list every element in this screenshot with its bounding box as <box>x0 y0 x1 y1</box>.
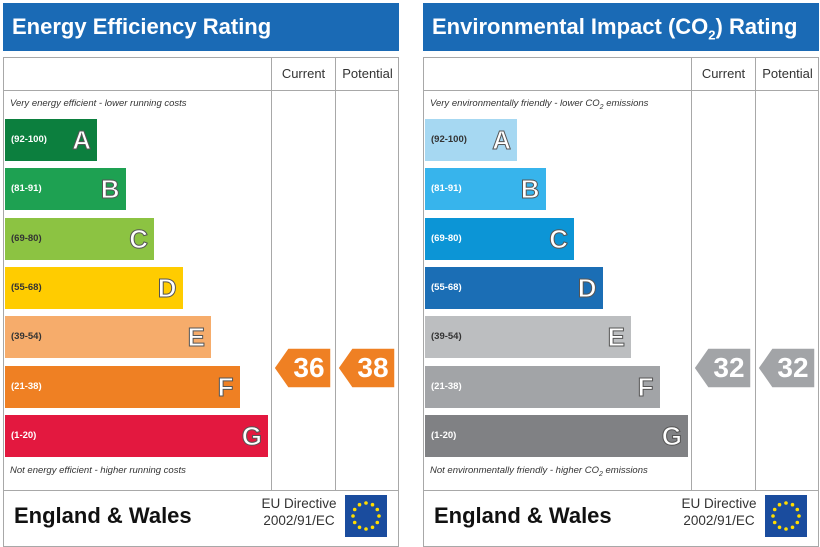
country-label: England & Wales <box>14 503 192 528</box>
band-e: (39-54) E <box>5 316 211 359</box>
band-f: (21-38) F <box>425 365 660 408</box>
footer-divider <box>4 490 398 491</box>
band-range-label: (21-38) <box>431 380 462 392</box>
arrow-shape <box>338 346 396 389</box>
panel-title: Environmental Impact (CO2) Rating <box>423 3 819 51</box>
band-c: (69-80) C <box>5 217 154 260</box>
band-range-label: (92-100) <box>431 134 467 145</box>
column-divider <box>271 58 272 490</box>
bottom-note: Not environmentally friendly - higher CO… <box>430 465 648 478</box>
band-f: (21-38) F <box>5 365 240 408</box>
panel-title: Energy Efficiency Rating <box>3 3 399 51</box>
arrow-shape <box>758 346 816 389</box>
rating-table: Current Potential Very energy efficient … <box>3 57 399 547</box>
band-letter: E <box>187 322 205 353</box>
environmental-impact-panel: Environmental Impact (CO2) Rating Curren… <box>423 0 819 547</box>
band-e: (39-54) E <box>425 316 631 359</box>
band-range-label: (69-80) <box>11 232 42 244</box>
potential-rating-arrow: 32 <box>758 346 816 389</box>
arrow-shape <box>694 346 752 389</box>
band-letter: B <box>100 174 120 205</box>
band-d: (55-68) D <box>5 266 183 309</box>
band-range-label: (92-100) <box>11 134 47 145</box>
current-rating-value: 36 <box>293 351 325 383</box>
band-letter: C <box>129 223 149 254</box>
band-letter: G <box>241 420 262 451</box>
band-letter: F <box>637 371 654 402</box>
column-divider <box>335 58 336 490</box>
band-letter: A <box>492 125 512 156</box>
band-range-label: (1-20) <box>431 429 457 441</box>
band-c: (69-80) C <box>425 217 574 260</box>
arrow-shape <box>274 346 332 389</box>
rating-table: Current Potential Very environmentally f… <box>423 57 819 547</box>
column-divider <box>691 58 692 490</box>
bottom-note: Not energy efficient - higher running co… <box>10 465 186 476</box>
band-letter: B <box>520 174 540 205</box>
band-range-label: (1-20) <box>11 429 37 441</box>
band-range-label: (55-68) <box>11 281 42 293</box>
eu-directive-line1: EU Directive <box>261 496 337 511</box>
eu-directive-line2: 2002/91/EC <box>263 513 335 528</box>
band-letter: F <box>217 371 234 402</box>
eu-flag-icon <box>765 495 807 537</box>
eu-directive: EU Directive 2002/91/EC <box>677 495 761 529</box>
potential-column-header: Potential <box>762 66 813 81</box>
eu-flag-icon <box>345 495 387 537</box>
eu-directive-line1: EU Directive <box>681 496 757 511</box>
band-range-label: (81-91) <box>11 183 42 195</box>
top-note: Very energy efficient - lower running co… <box>10 98 187 109</box>
footer-divider <box>424 490 818 491</box>
band-range-label: (39-54) <box>431 331 462 343</box>
band-b: (81-91) B <box>425 168 546 211</box>
current-rating-arrow: 32 <box>694 346 752 389</box>
header-divider <box>4 90 398 91</box>
band-g: (1-20) G <box>5 414 268 457</box>
band-range-label: (21-38) <box>11 380 42 392</box>
energy-efficiency-panel: Energy Efficiency Rating Current Potenti… <box>3 0 399 547</box>
current-column-header: Current <box>701 66 746 81</box>
potential-rating-value: 38 <box>357 351 389 383</box>
eu-directive: EU Directive 2002/91/EC <box>257 495 341 529</box>
potential-rating-arrow: 38 <box>338 346 396 389</box>
band-a: (92-100) A <box>425 119 517 161</box>
band-range-label: (55-68) <box>431 281 462 293</box>
band-a: (92-100) A <box>5 119 97 161</box>
country-label: England & Wales <box>434 503 612 528</box>
current-column-header: Current <box>281 66 326 81</box>
band-range-label: (69-80) <box>431 232 462 244</box>
eu-directive-line2: 2002/91/EC <box>683 513 755 528</box>
band-letter: A <box>72 125 92 156</box>
band-range-label: (39-54) <box>11 331 42 343</box>
band-letter: C <box>549 223 569 254</box>
column-divider <box>755 58 756 490</box>
current-rating-value: 32 <box>713 351 745 383</box>
band-letter: G <box>661 420 682 451</box>
band-d: (55-68) D <box>425 266 603 309</box>
band-letter: D <box>577 272 597 303</box>
potential-rating-value: 32 <box>777 351 809 383</box>
band-letter: D <box>157 272 177 303</box>
potential-column-header: Potential <box>342 66 393 81</box>
band-letter: E <box>607 322 625 353</box>
top-note: Very environmentally friendly - lower CO… <box>430 98 649 111</box>
band-g: (1-20) G <box>425 414 688 457</box>
header-divider <box>424 90 818 91</box>
band-range-label: (81-91) <box>431 183 462 195</box>
band-b: (81-91) B <box>5 168 126 211</box>
current-rating-arrow: 36 <box>274 346 332 389</box>
